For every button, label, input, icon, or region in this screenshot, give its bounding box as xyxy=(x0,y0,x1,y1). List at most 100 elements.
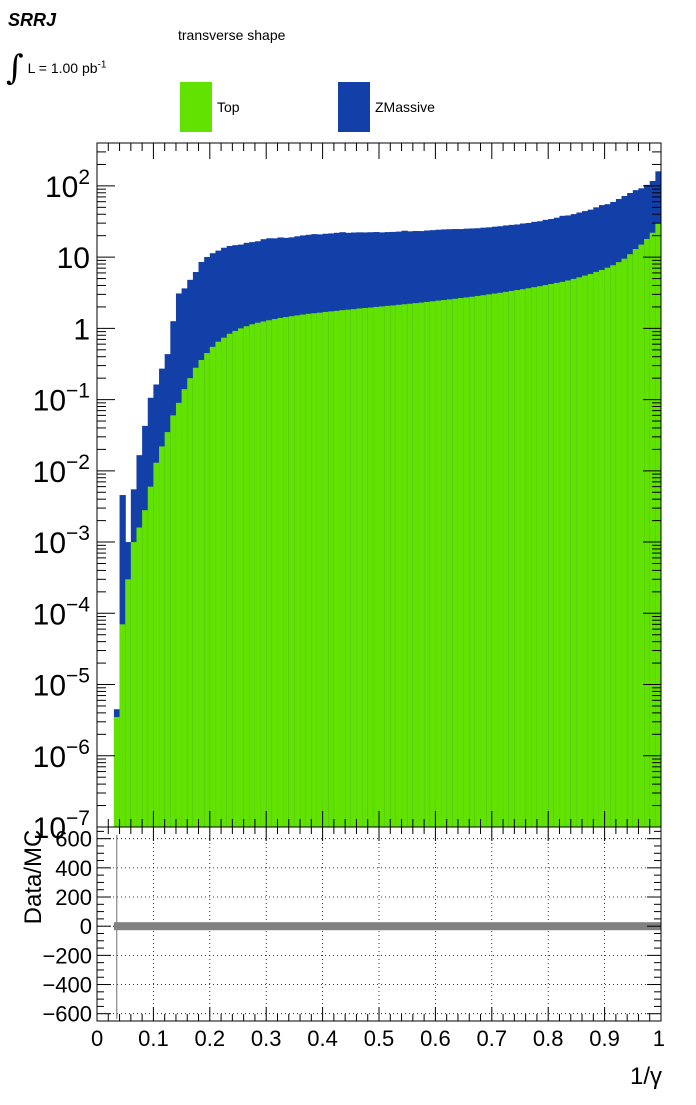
bar-top xyxy=(249,324,256,827)
bar-top xyxy=(553,282,561,827)
bar-top xyxy=(209,346,217,827)
x-tick-label: 0.7 xyxy=(477,1026,508,1051)
y-tick-label: 10−2 xyxy=(33,451,90,489)
bar-top xyxy=(531,287,538,827)
bar-top xyxy=(491,293,499,827)
bar-top xyxy=(441,300,448,827)
x-tick-label: 0.5 xyxy=(364,1026,395,1051)
y-tick-label: 10−1 xyxy=(33,380,90,418)
bar-top xyxy=(548,283,555,827)
bar-top xyxy=(254,322,262,827)
y-tick-label: 10−6 xyxy=(33,736,90,774)
bar-top xyxy=(390,305,397,827)
bar-top xyxy=(164,432,171,827)
bar-top xyxy=(542,285,549,827)
ratio-y-tick-label: −600 xyxy=(42,1002,92,1027)
bar-top xyxy=(204,353,211,827)
bar-top xyxy=(198,359,205,827)
bar-top xyxy=(271,319,279,827)
bar-top xyxy=(181,389,188,827)
bar-top xyxy=(446,299,453,827)
bar-top xyxy=(221,337,228,827)
bar-top xyxy=(463,297,470,827)
bar-top xyxy=(418,302,425,827)
bar-top xyxy=(232,330,239,827)
x-tick-label: 1 xyxy=(653,1026,665,1051)
bar-top xyxy=(153,462,160,827)
bar-top xyxy=(113,717,121,827)
bar-top xyxy=(559,281,566,827)
bar-top xyxy=(226,333,233,827)
bar-top xyxy=(514,290,521,827)
bar-top xyxy=(238,328,245,827)
bar-top xyxy=(384,305,391,827)
ratio-y-tick-label: −400 xyxy=(42,973,92,998)
bar-top xyxy=(604,267,611,827)
bar-top xyxy=(373,306,380,827)
legend-title: transverse shape xyxy=(178,27,286,43)
bar-top xyxy=(395,304,403,827)
bar-top xyxy=(311,313,318,827)
y-tick-label: 10 xyxy=(57,242,90,275)
bar-top xyxy=(192,367,200,827)
y-tick-label: 10−3 xyxy=(33,522,90,560)
analysis-label: SRRJ xyxy=(8,10,57,30)
bar-top xyxy=(638,244,645,827)
bar-top xyxy=(570,278,577,827)
bar-top xyxy=(587,273,594,827)
x-tick-label: 0.9 xyxy=(589,1026,620,1051)
bar-top xyxy=(615,262,623,827)
bar-top xyxy=(536,286,544,827)
legend-swatch-zmassive xyxy=(338,82,370,132)
bar-top xyxy=(401,304,408,827)
bar-top xyxy=(582,275,589,827)
legend-swatch-top xyxy=(180,82,212,132)
bar-top xyxy=(407,303,414,827)
bar-top xyxy=(356,308,363,827)
bar-top xyxy=(424,301,431,827)
y-tick-label: 102 xyxy=(45,166,90,204)
bar-top xyxy=(350,309,358,827)
bar-top xyxy=(621,258,628,827)
bar-top xyxy=(283,317,290,827)
bar-top xyxy=(339,310,346,827)
luminosity-label: ∫ L = 1.00 pb-1 xyxy=(6,42,106,88)
bar-top xyxy=(474,295,482,827)
integral-symbol: ∫ xyxy=(6,48,24,88)
bar-top xyxy=(175,402,183,827)
bar-top xyxy=(215,341,222,827)
bar-top xyxy=(632,249,640,827)
histogram-bars xyxy=(113,171,661,827)
bar-top xyxy=(277,317,284,827)
bar-top xyxy=(243,326,250,827)
ratio-y-tick-label: −200 xyxy=(42,943,92,968)
bar-top xyxy=(187,378,194,827)
bar-top xyxy=(294,315,301,827)
y-tick-label: 10−4 xyxy=(33,593,91,631)
bar-top xyxy=(486,294,493,827)
bar-top xyxy=(525,288,532,827)
luminosity-text: L = 1.00 pb xyxy=(27,60,98,76)
ratio-y-tick-label: 400 xyxy=(55,856,92,881)
y-tick-label: 10−5 xyxy=(33,665,90,703)
bar-top xyxy=(429,301,436,827)
bar-top xyxy=(457,298,465,827)
bar-top xyxy=(125,579,132,827)
x-tick-label: 0.8 xyxy=(533,1026,564,1051)
bar-top xyxy=(345,309,352,827)
bar-top xyxy=(610,265,617,827)
bar-top xyxy=(305,313,312,827)
bar-top xyxy=(316,312,324,827)
ratio-y-tick-label: 0 xyxy=(80,914,92,939)
bar-top xyxy=(452,298,459,827)
bar-top xyxy=(469,296,476,827)
bar-top xyxy=(288,316,295,827)
y-tick-label: 1 xyxy=(73,313,90,346)
x-axis-title: 1/γ xyxy=(630,1063,662,1090)
x-tick-label: 0.2 xyxy=(195,1026,226,1051)
legend-label-top: Top xyxy=(217,99,240,115)
bar-top xyxy=(435,300,442,827)
bar-top xyxy=(655,223,661,827)
